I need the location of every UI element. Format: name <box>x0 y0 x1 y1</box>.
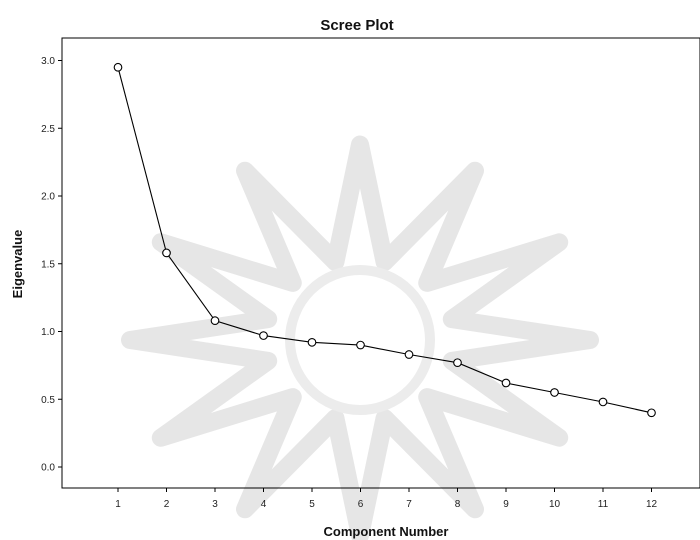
x-axis-label: Component Number <box>324 524 449 539</box>
y-tick-label: 0.5 <box>41 395 55 406</box>
data-point <box>113 62 123 72</box>
y-tick-label: 3.0 <box>41 56 55 67</box>
watermark-star <box>121 135 599 540</box>
x-tick-label: 10 <box>549 499 561 510</box>
data-point <box>210 316 220 326</box>
series-eigenvalues <box>113 62 656 418</box>
y-axis: 0.0 0.5 1.0 1.5 2.0 2.5 3.0 <box>41 56 62 474</box>
y-tick-label: 2.5 <box>41 124 55 135</box>
x-tick-label: 8 <box>455 499 461 510</box>
data-point <box>162 248 171 258</box>
data-point <box>598 397 608 407</box>
data-point <box>404 350 414 359</box>
x-tick-label: 5 <box>309 499 315 510</box>
y-tick-label: 2.0 <box>41 192 55 203</box>
x-tick-label: 2 <box>164 499 170 510</box>
data-point <box>259 331 268 340</box>
y-tick-label: 1.0 <box>41 327 55 338</box>
x-tick-label: 11 <box>598 499 609 510</box>
x-axis: 1 2 3 4 5 6 7 8 9 10 11 12 <box>115 488 657 510</box>
data-point <box>307 337 317 347</box>
data-point <box>356 340 365 350</box>
plot-frame <box>61 37 700 489</box>
x-tick-label: 9 <box>503 499 509 510</box>
data-point <box>647 408 656 418</box>
y-axis-label: Eigenvalue <box>10 230 25 299</box>
watermark-ornament <box>121 135 599 540</box>
x-tick-label: 12 <box>646 499 658 510</box>
chart-title: Scree Plot <box>320 17 393 34</box>
x-tick-label: 4 <box>261 499 267 510</box>
watermark-ring <box>285 265 435 415</box>
series-line <box>117 67 652 414</box>
x-tick-label: 1 <box>115 499 121 510</box>
x-tick-label: 7 <box>406 499 412 510</box>
data-point <box>453 358 462 368</box>
data-point <box>501 378 511 388</box>
x-tick-label: 6 <box>358 499 364 510</box>
y-tick-label: 0.0 <box>41 463 55 474</box>
y-tick-label: 1.5 <box>41 259 55 270</box>
x-tick-label: 3 <box>212 499 218 510</box>
data-point <box>550 388 559 397</box>
